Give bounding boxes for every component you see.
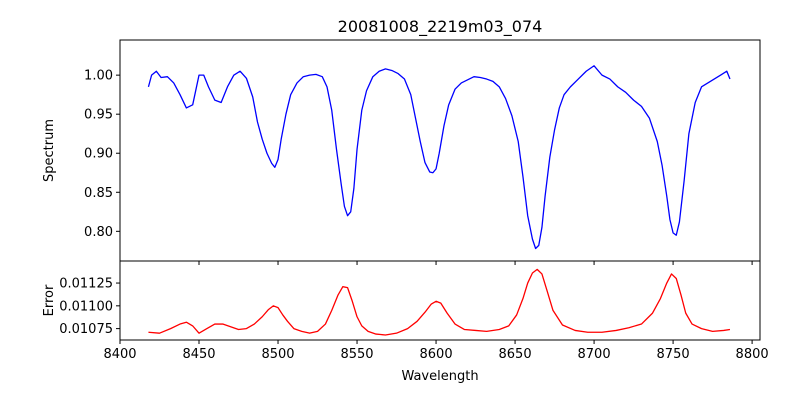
error-x-tick-label: 8600 xyxy=(420,347,453,362)
x-axis-label: Wavelength xyxy=(401,369,478,384)
spectrum-marks xyxy=(147,65,731,250)
spectrum-y-tick-label: 0.90 xyxy=(84,147,113,162)
spectrum-y-axis-label: Spectrum xyxy=(42,119,57,182)
chart-title: 20081008_2219m03_074 xyxy=(338,17,543,37)
error-x-tick-label: 8500 xyxy=(261,347,294,362)
spectrum-series-line-0 xyxy=(147,65,731,250)
spectrum-y-tick-label: 1.00 xyxy=(84,69,113,84)
error-y-ticks: 0.01075 0.01100 0.01125 xyxy=(59,277,120,337)
spectrum-y-tick-label: 0.85 xyxy=(84,186,113,201)
error-y-axis-label: Error xyxy=(42,284,57,316)
error-y-tick-label: 0.01100 xyxy=(59,299,113,314)
error-x-ticks: 8400 8450 8500 8550 8600 8650 8700 8750 8800 xyxy=(103,347,768,362)
error-series-line-0 xyxy=(148,268,731,336)
error-x-tick-label: 8800 xyxy=(736,347,769,362)
error-axes-frame xyxy=(119,260,761,341)
error-x-tick-label: 8550 xyxy=(340,347,373,362)
spectrum-y-tick-label: 0.95 xyxy=(84,108,113,123)
error-marks xyxy=(148,268,731,336)
error-x-tick-label: 8700 xyxy=(578,347,611,362)
error-x-tick-label: 8450 xyxy=(182,347,215,362)
error-y-tick-label: 0.01125 xyxy=(59,277,113,292)
error-x-tick-label: 8650 xyxy=(499,347,532,362)
error-panel: 0.01075 0.01100 0.01125 8400 8450 8500 8550 86… xyxy=(42,260,769,384)
error-x-tick-label: 8750 xyxy=(657,347,690,362)
spectrum-y-tick-label: 0.80 xyxy=(84,225,113,240)
spectrum-y-ticks: 0.80 0.85 0.90 0.95 1.00 xyxy=(84,69,120,240)
error-x-tick-label: 8400 xyxy=(103,347,136,362)
error-y-tick-label: 0.01075 xyxy=(59,322,113,337)
